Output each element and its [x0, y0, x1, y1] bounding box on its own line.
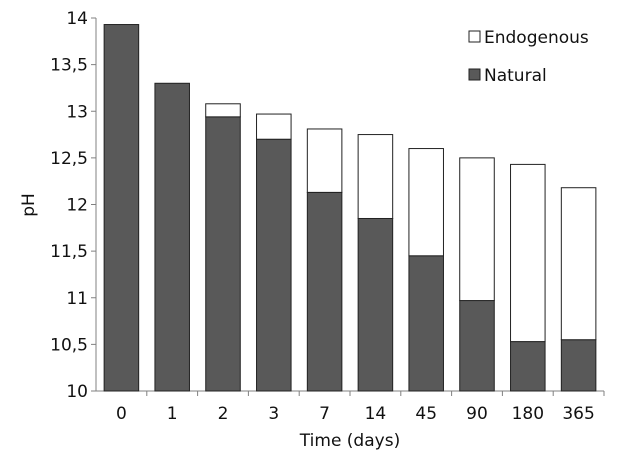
x-tick-label: 1: [167, 404, 178, 424]
x-tick-label: 0: [116, 404, 127, 424]
x-tick-label: 2: [218, 404, 229, 424]
x-tick-label: 7: [319, 404, 330, 424]
y-tick-label: 10: [66, 382, 88, 402]
y-tick-label: 13: [66, 102, 88, 122]
bar-natural-2: [205, 116, 241, 392]
y-tick-label: 13,5: [50, 56, 88, 76]
y-ticks: 10 10,5 11 11,5 12 12,5 13 13,5 14: [50, 9, 96, 402]
x-tick-label: 180: [512, 404, 544, 424]
x-tick-label: 45: [415, 404, 437, 424]
bar-natural-365: [560, 339, 597, 392]
legend-swatch-endogenous: [468, 30, 481, 43]
y-tick-label: 14: [66, 9, 88, 29]
x-ticks: 0 1 2 3 7 14 45 90 180 365: [116, 391, 605, 424]
y-tick-label: 12: [66, 196, 88, 216]
bar-endogenous-2: [205, 103, 241, 118]
legend: Endogenous Natural: [468, 28, 589, 86]
y-tick-label: 12,5: [50, 149, 88, 169]
bar-endogenous-7: [306, 128, 343, 193]
bar-natural-1: [154, 82, 190, 392]
legend-label-natural: Natural: [484, 66, 547, 86]
legend-swatch-natural: [468, 68, 481, 81]
x-tick-label: 90: [466, 404, 488, 424]
bar-natural-7: [306, 191, 343, 392]
x-tick-label: 3: [268, 404, 279, 424]
y-axis-title: pH: [19, 193, 39, 217]
bar-natural-90: [459, 300, 495, 392]
bar-natural-45: [408, 255, 444, 392]
bar-endogenous-14: [357, 134, 394, 219]
bars: [103, 24, 597, 392]
bar-endogenous-3: [256, 113, 292, 140]
bar-endogenous-180: [510, 163, 546, 343]
legend-label-endogenous: Endogenous: [484, 28, 589, 48]
y-tick-label: 10,5: [50, 335, 88, 355]
x-tick-label: 365: [562, 404, 594, 424]
bar-natural-0: [103, 24, 140, 392]
x-axis-title: Time (days): [299, 431, 400, 451]
bar-endogenous-365: [560, 187, 597, 341]
y-tick-label: 11,5: [50, 242, 88, 262]
x-tick-label: 14: [365, 404, 387, 424]
bar-natural-180: [510, 341, 546, 392]
y-tick-label: 11: [66, 289, 88, 309]
bar-endogenous-45: [408, 148, 444, 257]
bar-natural-3: [256, 138, 292, 392]
bar-natural-14: [357, 217, 394, 392]
bar-endogenous-90: [459, 157, 495, 302]
